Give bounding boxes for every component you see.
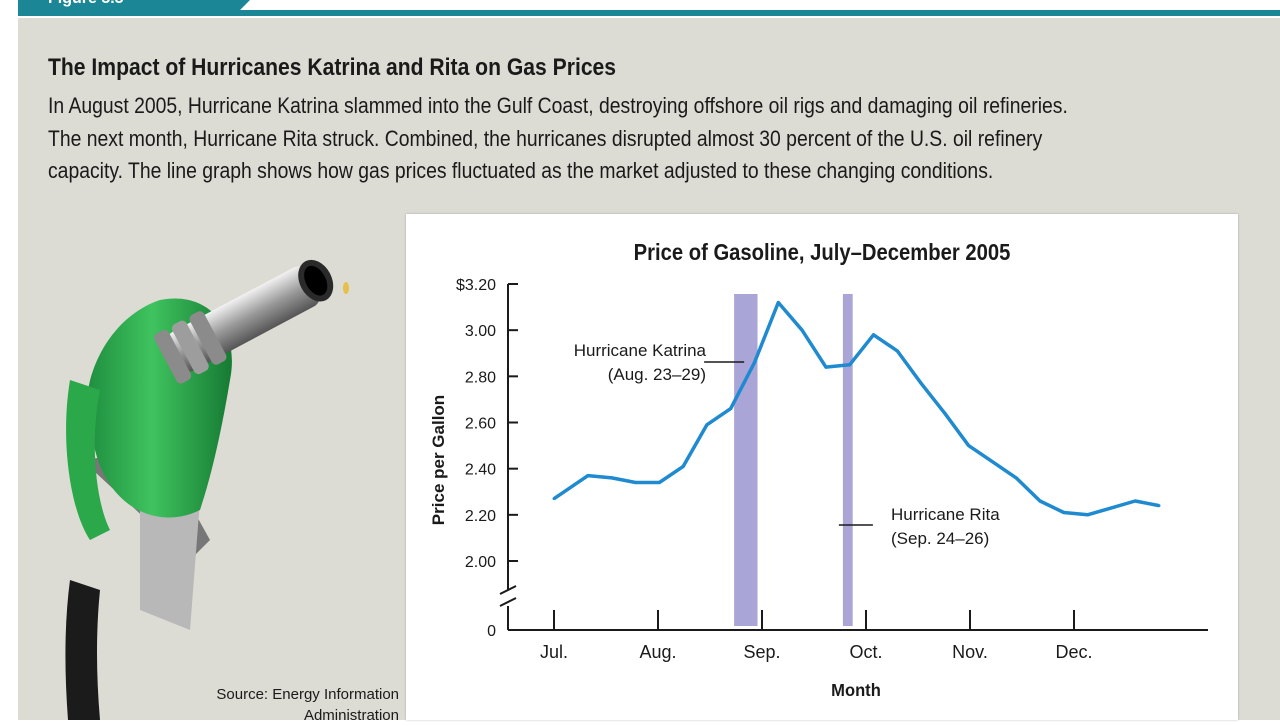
price-point (634, 481, 638, 485)
axis-break-mark (499, 585, 517, 607)
price-point (1014, 476, 1018, 480)
x-tick-label: Jul. (540, 642, 568, 662)
x-tick-label: Dec. (1055, 642, 1092, 662)
price-point (776, 300, 780, 304)
source-line: Source: Energy Information (216, 686, 399, 703)
price-line (553, 300, 1160, 517)
chart-panel: Price of Gasoline, July–December 2005 Pr… (406, 214, 1238, 720)
price-point (848, 363, 852, 367)
hurricane-band (734, 294, 758, 626)
price-point (610, 476, 614, 480)
x-tick-label: Oct. (849, 642, 882, 662)
y-tick-label: 3.00 (465, 323, 496, 340)
price-point (967, 444, 971, 448)
price-point (919, 381, 923, 385)
x-axis-label: Month (831, 679, 881, 700)
y-tick-label: 2.20 (465, 508, 496, 525)
y-tick-label: 0 (487, 623, 496, 640)
katrina-label: Hurricane Katrina (574, 341, 707, 360)
x-tick-label: Nov. (952, 642, 988, 662)
x-tick-label: Sep. (743, 642, 780, 662)
price-point (705, 423, 709, 427)
rita-label: Hurricane Rita (891, 505, 1000, 524)
figure-tab: Figure 5.5 (18, 0, 250, 14)
rita-dates: (Sep. 24–26) (891, 529, 989, 548)
price-point (753, 360, 757, 364)
price-point (552, 497, 556, 501)
y-tick-label: 2.80 (465, 369, 496, 386)
price-point (729, 407, 733, 411)
price-point (1038, 499, 1042, 503)
katrina-dates: (Aug. 23–29) (608, 365, 706, 384)
chart-title: Price of Gasoline, July–December 2005 (634, 239, 1011, 266)
description-line: capacity. The line graph shows how gas p… (48, 158, 994, 183)
price-point (586, 474, 590, 478)
price-point (943, 411, 947, 415)
price-point (800, 328, 804, 332)
source-line: Administration (303, 707, 399, 724)
figure-tab-label: Figure 5.5 (48, 0, 124, 8)
price-point (1086, 513, 1090, 517)
description-line: In August 2005, Hurricane Katrina slamme… (48, 93, 1068, 118)
hurricane-band (842, 294, 853, 626)
price-point (871, 333, 875, 337)
y-axis-label: Price per Gallon (429, 395, 448, 525)
y-tick-label: 2.00 (465, 554, 496, 571)
gas-price-line-chart: Price of Gasoline, July–December 2005 Pr… (429, 239, 1208, 700)
price-point (657, 481, 661, 485)
top-rule (18, 10, 1280, 16)
price-point (1109, 506, 1113, 510)
price-point (824, 365, 828, 369)
price-point (681, 464, 685, 468)
x-tick-label: Aug. (639, 642, 676, 662)
price-point (1133, 499, 1137, 503)
price-point (895, 349, 899, 353)
figure-description: In August 2005, Hurricane Katrina slamme… (48, 90, 1157, 188)
figure-title: The Impact of Hurricanes Katrina and Rit… (48, 54, 617, 81)
price-point (1157, 504, 1161, 508)
y-tick-label: $3.20 (456, 277, 496, 294)
y-tick-label: 2.60 (465, 416, 496, 433)
y-tick-label: 2.40 (465, 462, 496, 479)
price-point (1062, 511, 1066, 515)
price-point (990, 460, 994, 464)
description-line: The next month, Hurricane Rita struck. C… (48, 125, 1043, 151)
gas-nozzle-image (65, 259, 349, 720)
